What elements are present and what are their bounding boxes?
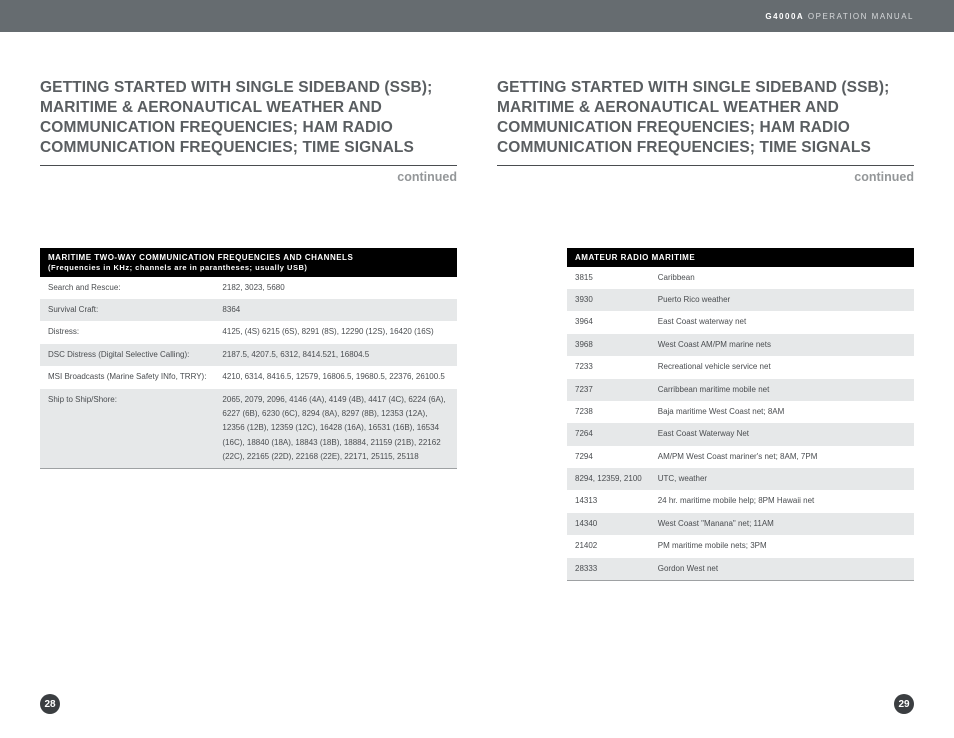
- table-row: 21402PM maritime mobile nets; 3PM: [567, 535, 914, 557]
- section-title-right: GETTING STARTED WITH SINGLE SIDEBAND (SS…: [497, 78, 914, 159]
- row-label: 7237: [567, 379, 650, 401]
- row-label: 14340: [567, 513, 650, 535]
- row-value: UTC, weather: [650, 468, 914, 490]
- row-label: 7294: [567, 446, 650, 468]
- table-row: Survival Craft:8364: [40, 299, 457, 321]
- page-number-right: 29: [894, 694, 914, 714]
- row-value: West Coast "Manana" net; 11AM: [650, 513, 914, 535]
- row-label: Distress:: [40, 321, 214, 343]
- row-label: 7233: [567, 356, 650, 378]
- page-left: GETTING STARTED WITH SINGLE SIDEBAND (SS…: [40, 78, 457, 581]
- row-value: 8364: [214, 299, 457, 321]
- row-label: 7238: [567, 401, 650, 423]
- row-value: Carribbean maritime mobile net: [650, 379, 914, 401]
- page-right: GETTING STARTED WITH SINGLE SIDEBAND (SS…: [497, 78, 914, 581]
- table-row: MSI Broadcasts (Marine Safety INfo, TRRY…: [40, 366, 457, 388]
- row-label: 7264: [567, 423, 650, 445]
- table-row: Ship to Ship/Shore:2065, 2079, 2096, 414…: [40, 389, 457, 469]
- table-row: 7264East Coast Waterway Net: [567, 423, 914, 445]
- table-row: 14340West Coast "Manana" net; 11AM: [567, 513, 914, 535]
- maritime-header-main: MARITIME TWO-WAY COMMUNICATION FREQUENCI…: [48, 253, 353, 262]
- row-label: 8294, 12359, 2100: [567, 468, 650, 490]
- amateur-table-header: AMATEUR RADIO MARITIME: [567, 248, 914, 267]
- row-value: Caribbean: [650, 267, 914, 289]
- header-model: G4000A: [765, 12, 804, 21]
- row-value: AM/PM West Coast mariner's net; 8AM, 7PM: [650, 446, 914, 468]
- table-row: 3930Puerto Rico weather: [567, 289, 914, 311]
- row-value: 4210, 6314, 8416.5, 12579, 16806.5, 1968…: [214, 366, 457, 388]
- left-table-wrap: MARITIME TWO-WAY COMMUNICATION FREQUENCI…: [40, 248, 457, 470]
- row-label: Survival Craft:: [40, 299, 214, 321]
- row-value: 4125, (4S) 6215 (6S), 8291 (8S), 12290 (…: [214, 321, 457, 343]
- row-label: 3964: [567, 311, 650, 333]
- row-value: PM maritime mobile nets; 3PM: [650, 535, 914, 557]
- row-value: West Coast AM/PM marine nets: [650, 334, 914, 356]
- row-value: 2187.5, 4207.5, 6312, 8414.521, 16804.5: [214, 344, 457, 366]
- row-value: Puerto Rico weather: [650, 289, 914, 311]
- table-row: DSC Distress (Digital Selective Calling)…: [40, 344, 457, 366]
- right-table-wrap: AMATEUR RADIO MARITIME 3815Caribbean3930…: [497, 248, 914, 581]
- header-label: OPERATION MANUAL: [808, 12, 914, 21]
- row-value: East Coast waterway net: [650, 311, 914, 333]
- table-row: 1431324 hr. maritime mobile help; 8PM Ha…: [567, 490, 914, 512]
- row-label: MSI Broadcasts (Marine Safety INfo, TRRY…: [40, 366, 214, 388]
- table-row: 7238Baja maritime West Coast net; 8AM: [567, 401, 914, 423]
- table-row: 7233Recreational vehicle service net: [567, 356, 914, 378]
- row-label: Search and Rescue:: [40, 277, 214, 299]
- row-label: DSC Distress (Digital Selective Calling)…: [40, 344, 214, 366]
- maritime-table: MARITIME TWO-WAY COMMUNICATION FREQUENCI…: [40, 248, 457, 470]
- title-rule-left: [40, 165, 457, 166]
- row-value: East Coast Waterway Net: [650, 423, 914, 445]
- amateur-table: AMATEUR RADIO MARITIME 3815Caribbean3930…: [567, 248, 914, 581]
- row-value: 2065, 2079, 2096, 4146 (4A), 4149 (4B), …: [214, 389, 457, 469]
- row-label: Ship to Ship/Shore:: [40, 389, 214, 469]
- row-label: 21402: [567, 535, 650, 557]
- table-row: 7294AM/PM West Coast mariner's net; 8AM,…: [567, 446, 914, 468]
- row-label: 28333: [567, 558, 650, 581]
- table-row: Distress:4125, (4S) 6215 (6S), 8291 (8S)…: [40, 321, 457, 343]
- table-row: 28333Gordon West net: [567, 558, 914, 581]
- table-row: 3815Caribbean: [567, 267, 914, 289]
- table-row: 8294, 12359, 2100UTC, weather: [567, 468, 914, 490]
- table-row: Search and Rescue:2182, 3023, 5680: [40, 277, 457, 299]
- row-value: Recreational vehicle service net: [650, 356, 914, 378]
- maritime-header-sub: (Frequencies in KHz; channels are in par…: [48, 263, 449, 272]
- page-number-left: 28: [40, 694, 60, 714]
- row-value: 2182, 3023, 5680: [214, 277, 457, 299]
- table-row: 7237Carribbean maritime mobile net: [567, 379, 914, 401]
- row-value: 24 hr. maritime mobile help; 8PM Hawaii …: [650, 490, 914, 512]
- table-row: 3968West Coast AM/PM marine nets: [567, 334, 914, 356]
- pages-container: GETTING STARTED WITH SINGLE SIDEBAND (SS…: [0, 32, 954, 581]
- title-rule-right: [497, 165, 914, 166]
- header-text: G4000A OPERATION MANUAL: [765, 12, 914, 21]
- section-title-left: GETTING STARTED WITH SINGLE SIDEBAND (SS…: [40, 78, 457, 159]
- row-value: Gordon West net: [650, 558, 914, 581]
- row-label: 3930: [567, 289, 650, 311]
- table-row: 3964East Coast waterway net: [567, 311, 914, 333]
- row-label: 3815: [567, 267, 650, 289]
- maritime-table-header: MARITIME TWO-WAY COMMUNICATION FREQUENCI…: [40, 248, 457, 277]
- row-label: 14313: [567, 490, 650, 512]
- continued-left: continued: [40, 170, 457, 184]
- row-value: Baja maritime West Coast net; 8AM: [650, 401, 914, 423]
- continued-right: continued: [497, 170, 914, 184]
- header-bar: G4000A OPERATION MANUAL: [0, 0, 954, 32]
- row-label: 3968: [567, 334, 650, 356]
